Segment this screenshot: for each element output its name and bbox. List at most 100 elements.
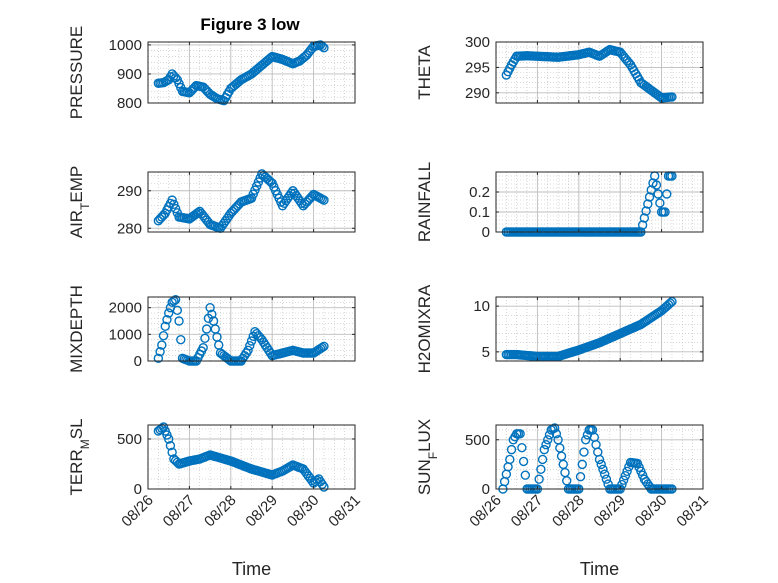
data-point — [594, 454, 605, 465]
axes-box — [147, 424, 356, 490]
data-point — [245, 340, 255, 351]
data-point — [558, 459, 568, 470]
data-point — [499, 476, 510, 487]
x-tick-label: 08/29 — [242, 492, 281, 531]
subplot-pressure: 800 900 1000 PRESSURE — [67, 26, 356, 120]
data-point — [539, 444, 549, 455]
x-tick-label: 08/28 — [201, 492, 240, 531]
subplot-mixdepth: 0 1000 2000 MIXDEPTH — [67, 285, 356, 373]
data-point — [601, 474, 612, 484]
x-tick-label: 08/27 — [508, 492, 547, 531]
y-axis-label: THETA — [415, 45, 434, 100]
y-axis-label-subscript: M — [78, 439, 92, 449]
axes-box — [495, 424, 704, 490]
y-axis-label-subscript: F — [426, 452, 440, 459]
data-point — [243, 345, 253, 356]
data-point — [501, 469, 512, 479]
y-axis-label: H2OMIXRA — [415, 284, 434, 373]
data-point — [660, 207, 670, 217]
data-point — [201, 324, 212, 334]
data-point — [317, 342, 327, 353]
axes-box — [495, 296, 704, 362]
data-point — [593, 447, 603, 457]
data-point — [515, 429, 525, 439]
data-point — [319, 43, 329, 53]
y-tick-label: 2000 — [109, 300, 142, 317]
data-point — [157, 340, 167, 350]
axes-box — [495, 171, 704, 233]
y-tick-label: 300 — [465, 34, 490, 51]
subplot-air: 280 290 AIRTEMP — [67, 166, 356, 239]
figure-title: Figure 3 low — [200, 15, 300, 34]
y-axis-label-rest: LUX — [415, 419, 434, 452]
data-point — [655, 198, 665, 208]
data-point — [653, 189, 663, 199]
data-point — [169, 199, 179, 210]
data-point — [517, 442, 527, 453]
x-axis-label: Time — [580, 559, 619, 579]
x-tick-label: 08/27 — [160, 492, 199, 531]
data-point — [581, 435, 591, 445]
y-tick-label: 0.2 — [469, 184, 490, 201]
x-tick-label: 08/28 — [549, 492, 588, 531]
y-axis-label: PRESSURE — [67, 26, 86, 120]
y-tick-label: 800 — [117, 95, 142, 112]
y-axis-label: SUNFLUX — [415, 419, 440, 495]
y-axis-label: RAINFALL — [415, 162, 434, 242]
data-point — [170, 203, 181, 214]
data-point — [520, 470, 531, 480]
data-point — [210, 324, 220, 334]
data-point — [503, 462, 513, 472]
y-axis-label-main: PRESSURE — [67, 26, 86, 120]
data-point — [165, 440, 176, 451]
y-tick-label: 0 — [482, 224, 490, 241]
data-point — [620, 471, 631, 481]
x-tick-label: 08/30 — [284, 492, 323, 531]
y-tick-label: 1000 — [109, 37, 142, 54]
y-tick-label: 500 — [117, 431, 142, 448]
y-axis-label: MIXDEPTH — [67, 285, 86, 373]
data-point — [551, 429, 562, 439]
data-point — [214, 340, 224, 350]
data-point — [562, 476, 572, 486]
data-point — [160, 321, 170, 332]
data-point — [319, 195, 329, 205]
data-point — [246, 336, 257, 346]
y-tick-label: 0.1 — [469, 204, 490, 221]
data-point — [536, 464, 546, 475]
axes-box — [147, 41, 356, 104]
y-axis-label-main: THETA — [415, 45, 434, 100]
y-tick-label: 900 — [117, 66, 142, 83]
data-point — [596, 459, 606, 470]
y-axis-label: AIRTEMP — [67, 166, 92, 239]
data-point — [200, 333, 210, 344]
y-tick-label: 295 — [465, 59, 490, 76]
data-point — [667, 92, 677, 102]
data-point — [534, 474, 544, 484]
data-point — [667, 296, 677, 307]
y-axis-label-subscript: T — [78, 202, 92, 210]
data-point — [170, 294, 181, 305]
x-tick-label: 08/31 — [673, 492, 712, 531]
data-point — [155, 346, 165, 357]
data-point — [153, 353, 164, 364]
y-axis-label-rest: SL — [67, 418, 86, 439]
data-point — [543, 435, 553, 445]
data-point — [172, 305, 183, 316]
data-point — [167, 195, 177, 205]
subplot-h2omixra: 5 10 H2OMIXRA — [415, 284, 704, 373]
data-point — [591, 439, 601, 450]
y-axis-label-rest: EMP — [67, 166, 86, 203]
y-axis-label-main: H2OMIXRA — [415, 284, 434, 373]
data-point — [286, 188, 296, 198]
data-point — [560, 467, 570, 478]
y-tick-label: 5 — [482, 344, 490, 361]
y-axis-label-main: MIXDEPTH — [67, 285, 86, 373]
subplot-theta: 290 295 300 THETA — [415, 34, 704, 104]
data-point — [158, 330, 169, 341]
data-point — [622, 466, 632, 476]
data-point — [163, 308, 174, 318]
data-point — [505, 454, 515, 465]
